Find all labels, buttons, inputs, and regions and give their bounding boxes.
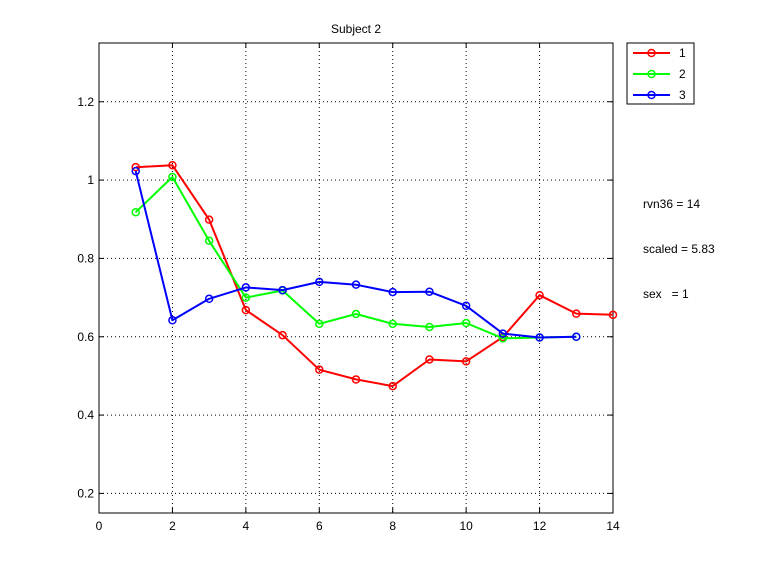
series-line-3 — [134, 170, 577, 339]
series-2-point-8 — [388, 319, 397, 329]
annotation-line-sex: sex = 1 — [643, 287, 689, 301]
legend-label-1: 1 — [679, 46, 686, 60]
x-tick-label-4: 4 — [243, 519, 250, 533]
series-1-point-3 — [204, 215, 214, 224]
x-tick-label-6: 6 — [316, 519, 323, 533]
series-2-point-6 — [315, 319, 324, 329]
y-tick-label-0.8: 0.8 — [77, 251, 94, 265]
series-line-1 — [135, 164, 614, 388]
series-1-point-13 — [572, 309, 581, 318]
series-1-point-10 — [461, 357, 471, 366]
series-3-point-5 — [278, 285, 287, 295]
series-2-point-2 — [168, 172, 177, 182]
legend-marker-2 — [647, 69, 656, 79]
y-tick-label-0.2: 0.2 — [77, 486, 94, 500]
series-1-point-8 — [388, 381, 397, 391]
y-tick-label-1.2: 1.2 — [77, 95, 94, 109]
series-1-point-12 — [535, 290, 544, 300]
series-3-point-1 — [131, 166, 140, 176]
series-line-2 — [135, 176, 577, 340]
plot-area — [98, 42, 614, 514]
series-1-point-5 — [278, 330, 287, 340]
series-2-point-3 — [204, 236, 214, 246]
series-2-point-1 — [131, 207, 140, 217]
series-1-point-2 — [168, 160, 177, 170]
data-series — [131, 160, 618, 391]
x-tick-label-2: 2 — [169, 519, 176, 533]
annotation-line-scaled: scaled = 5.83 — [643, 242, 715, 256]
series-1-point-4 — [241, 305, 251, 315]
series-2-point-9 — [425, 322, 434, 332]
annotation-text: rvn36 = 14 scaled = 5.83 sex = 1 — [643, 167, 715, 332]
series-3-point-9 — [425, 287, 434, 296]
legend-label-2: 2 — [679, 67, 686, 81]
legend-label-3: 3 — [679, 88, 686, 102]
legend-marker-1 — [647, 48, 656, 58]
x-tick-label-8: 8 — [389, 519, 396, 533]
y-tick-label-0.4: 0.4 — [77, 408, 94, 422]
series-3-point-4 — [241, 283, 251, 292]
chart-title: Subject 2 — [331, 22, 381, 36]
legend: 1 2 3 — [626, 42, 695, 105]
series-2-point-11 — [498, 334, 508, 343]
series-2-point-7 — [351, 309, 361, 319]
series-1-point-14 — [608, 310, 618, 320]
series-3-point-6 — [315, 277, 324, 287]
annotation-line-rvn36: rvn36 = 14 — [643, 197, 701, 211]
legend-marker-3 — [647, 90, 656, 100]
series-3-point-2 — [168, 316, 177, 325]
axis-ticks — [98, 43, 614, 513]
series-2-point-4 — [241, 293, 251, 302]
x-tick-label-14: 14 — [606, 519, 620, 533]
series-2-point-10 — [461, 318, 471, 328]
grid-lines — [99, 43, 613, 513]
series-3-point-3 — [204, 294, 214, 304]
series-3-point-10 — [461, 301, 471, 311]
series-1-point-6 — [315, 365, 324, 374]
x-tick-label-0: 0 — [96, 519, 103, 533]
x-tick-label-10: 10 — [459, 519, 473, 533]
series-3-point-12 — [535, 333, 544, 342]
y-tick-label-1: 1 — [87, 173, 94, 187]
axis-tick-labels: 0 2 4 6 8 10 12 14 0.2 0.4 0.6 0.8 1 1.2 — [77, 95, 620, 533]
series-3-point-8 — [388, 287, 397, 297]
series-3-point-7 — [351, 280, 361, 289]
x-tick-label-12: 12 — [533, 519, 547, 533]
y-tick-label-0.6: 0.6 — [77, 330, 94, 344]
series-3-point-13 — [572, 332, 581, 341]
series-1-point-7 — [351, 375, 361, 384]
series-1-point-1 — [131, 162, 140, 172]
series-3-point-11 — [498, 329, 508, 338]
series-1-point-9 — [425, 355, 434, 364]
